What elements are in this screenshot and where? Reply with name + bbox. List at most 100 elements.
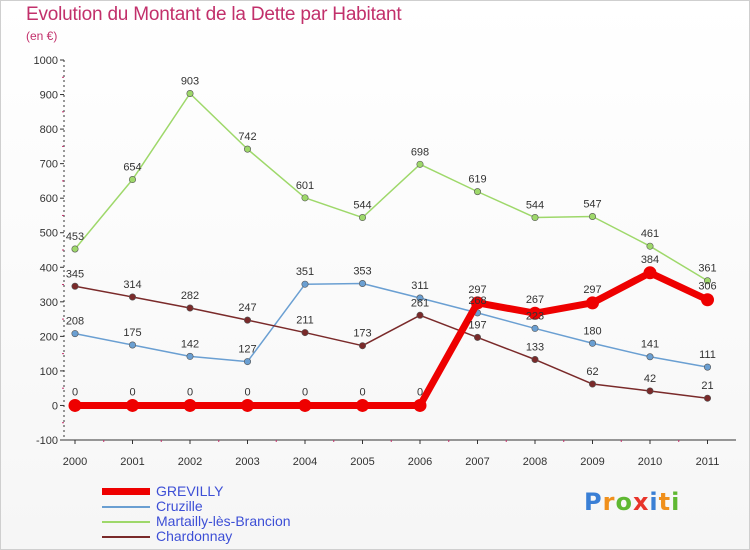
data-label-martailly-l-s-brancion: 619: [468, 174, 486, 186]
data-label-martailly-l-s-brancion: 601: [296, 180, 314, 192]
data-label-chardonnay: 62: [586, 366, 598, 378]
data-point-cruzille: [531, 324, 539, 332]
data-point-cruzille: [646, 353, 654, 361]
x-tick-label: 2006: [408, 456, 432, 468]
data-point-martailly-l-s-brancion: [473, 188, 481, 196]
x-tick-label: 2010: [638, 456, 662, 468]
data-label-chardonnay: 197: [468, 319, 486, 331]
x-tick-label: 2002: [178, 456, 202, 468]
data-labels: 208 175 142 127 351 353 311 268 223 180 141 111 453 6…: [66, 76, 717, 399]
data-point-grevilly: [298, 398, 312, 412]
data-label-grevilly: 384: [641, 254, 659, 266]
data-label-grevilly: 0: [72, 386, 78, 398]
x-tick-label: 2011: [696, 456, 720, 468]
data-label-grevilly: 297: [583, 284, 601, 296]
series-layer: [68, 90, 714, 412]
data-point-chardonnay: [71, 282, 79, 290]
data-point-grevilly: [356, 398, 369, 412]
data-label-martailly-l-s-brancion: 453: [66, 231, 84, 243]
legend-label-martailly: Martailly-lès-Brancion: [156, 513, 291, 529]
data-point-grevilly: [471, 296, 484, 310]
y-tick-label: 1000: [34, 55, 58, 67]
data-label-chardonnay: 133: [526, 342, 544, 354]
data-point-grevilly: [643, 266, 657, 280]
y-tick-label: -100: [36, 435, 58, 447]
x-tick-label: 2003: [235, 456, 259, 468]
data-point-chardonnay: [129, 293, 137, 301]
y-tick-label: 700: [40, 159, 58, 171]
data-label-chardonnay: 261: [411, 297, 429, 309]
data-point-chardonnay: [416, 311, 424, 319]
data-label-cruzille: 311: [411, 280, 429, 292]
data-point-chardonnay: [703, 394, 711, 402]
legend-swatch-cruzille: [102, 506, 150, 508]
data-point-chardonnay: [186, 304, 194, 312]
data-point-martailly-l-s-brancion: [703, 277, 711, 285]
data-point-cruzille: [588, 339, 596, 347]
series-line-martailly-l-s-brancion: [74, 92, 709, 282]
data-label-cruzille: 353: [353, 266, 371, 278]
data-point-martailly-l-s-brancion: [301, 194, 309, 202]
data-label-martailly-l-s-brancion: 654: [123, 162, 141, 174]
data-label-chardonnay: 211: [296, 315, 314, 327]
data-label-chardonnay: 345: [66, 268, 84, 280]
data-point-martailly-l-s-brancion: [71, 245, 79, 253]
data-label-cruzille: 223: [526, 310, 544, 322]
y-tick-label: 900: [40, 90, 58, 102]
series-line-chardonnay: [74, 285, 709, 399]
chart-subtitle: (en €): [26, 29, 58, 43]
data-label-martailly-l-s-brancion: 547: [583, 198, 601, 210]
y-tick-label: 800: [40, 124, 58, 136]
data-label-chardonnay: 282: [181, 290, 199, 302]
data-point-chardonnay: [301, 329, 309, 337]
data-label-grevilly: 297: [468, 284, 486, 296]
data-point-chardonnay: [588, 380, 596, 388]
legend-swatch-grevilly: [102, 488, 150, 495]
y-tick-label: 200: [40, 331, 58, 343]
data-label-cruzille: 268: [468, 295, 486, 307]
legend-label-chardonnay: Chardonnay: [156, 528, 233, 544]
data-point-grevilly: [68, 398, 82, 412]
data-point-grevilly: [701, 293, 714, 307]
data-point-cruzille: [129, 341, 137, 349]
data-point-grevilly: [586, 296, 599, 310]
data-label-chardonnay: 21: [701, 380, 713, 392]
data-label-cruzille: 141: [641, 339, 659, 351]
data-point-martailly-l-s-brancion: [129, 176, 137, 184]
data-point-martailly-l-s-brancion: [588, 212, 596, 220]
data-point-chardonnay: [473, 333, 481, 341]
data-point-chardonnay: [646, 387, 654, 395]
x-tick-label: 2004: [293, 456, 317, 468]
data-label-grevilly: 0: [187, 386, 193, 398]
data-point-grevilly: [183, 398, 197, 412]
data-label-chardonnay: 247: [238, 302, 256, 314]
data-label-cruzille: 351: [296, 266, 314, 278]
data-label-chardonnay: 173: [353, 328, 371, 340]
data-label-cruzille: 142: [181, 338, 199, 350]
data-label-chardonnay: 42: [644, 373, 656, 385]
data-point-grevilly: [528, 306, 542, 320]
legend-swatch-martailly: [102, 521, 150, 523]
data-point-chardonnay: [531, 356, 539, 364]
data-point-martailly-l-s-brancion: [646, 242, 654, 250]
x-tick-label: 2005: [350, 456, 374, 468]
data-point-chardonnay: [358, 342, 366, 350]
data-point-cruzille: [186, 352, 194, 360]
x-tick-label: 2009: [580, 456, 604, 468]
data-label-grevilly: 0: [244, 386, 250, 398]
data-point-martailly-l-s-brancion: [186, 90, 194, 98]
data-label-martailly-l-s-brancion: 544: [526, 200, 544, 212]
y-tick-label: 500: [40, 228, 58, 240]
data-point-cruzille: [301, 280, 309, 288]
data-label-martailly-l-s-brancion: 742: [238, 131, 256, 143]
data-label-cruzille: 208: [66, 316, 84, 328]
x-tick-label: 2000: [63, 456, 87, 468]
data-label-martailly-l-s-brancion: 361: [698, 263, 716, 275]
data-point-martailly-l-s-brancion: [358, 214, 366, 222]
data-label-cruzille: 175: [123, 327, 141, 339]
data-point-chardonnay: [244, 316, 252, 324]
series-line-cruzille: [74, 282, 709, 368]
data-point-martailly-l-s-brancion: [531, 214, 539, 222]
